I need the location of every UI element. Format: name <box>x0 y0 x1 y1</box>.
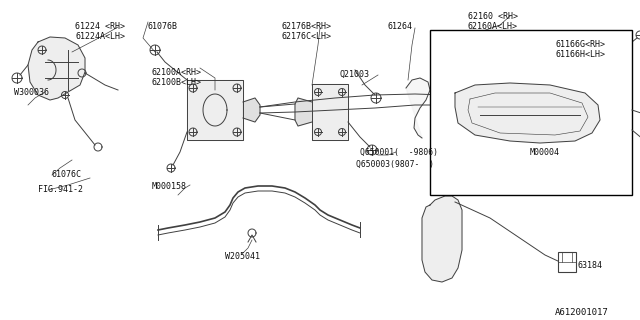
Text: M000158: M000158 <box>152 182 187 191</box>
Text: 61224 <RH>: 61224 <RH> <box>75 22 125 31</box>
Text: Q650001(  -9806): Q650001( -9806) <box>360 148 438 157</box>
Text: 62160 <RH>: 62160 <RH> <box>468 12 518 21</box>
Polygon shape <box>406 78 430 138</box>
Bar <box>558 252 576 272</box>
Text: 61166H<LH>: 61166H<LH> <box>556 50 606 59</box>
Polygon shape <box>312 84 348 140</box>
Text: 62160A<LH>: 62160A<LH> <box>468 22 518 31</box>
Text: 61264: 61264 <box>388 22 413 31</box>
Text: 62176C<LH>: 62176C<LH> <box>282 32 332 41</box>
Text: M00004: M00004 <box>530 148 560 157</box>
Bar <box>430 30 632 195</box>
Text: 62100A<RH>: 62100A<RH> <box>152 68 202 77</box>
Text: 61166G<RH>: 61166G<RH> <box>556 40 606 49</box>
Text: W300036: W300036 <box>14 88 49 97</box>
Polygon shape <box>243 98 260 122</box>
Polygon shape <box>455 83 600 143</box>
Text: A612001017: A612001017 <box>555 308 609 317</box>
Polygon shape <box>295 98 312 126</box>
Text: 63184: 63184 <box>577 261 602 270</box>
Text: Q650003(9807-  ): Q650003(9807- ) <box>356 160 434 169</box>
Text: Q21003: Q21003 <box>340 70 370 79</box>
Polygon shape <box>187 80 243 140</box>
Polygon shape <box>422 196 462 282</box>
Text: 62176B<RH>: 62176B<RH> <box>282 22 332 31</box>
Text: FIG.941-2: FIG.941-2 <box>38 185 83 194</box>
Text: 61076B: 61076B <box>148 22 178 31</box>
Text: 61076C: 61076C <box>52 170 82 179</box>
Text: 61224A<LH>: 61224A<LH> <box>75 32 125 41</box>
Polygon shape <box>28 37 85 100</box>
Text: W205041: W205041 <box>225 252 260 261</box>
Text: 62100B<LH>: 62100B<LH> <box>152 78 202 87</box>
